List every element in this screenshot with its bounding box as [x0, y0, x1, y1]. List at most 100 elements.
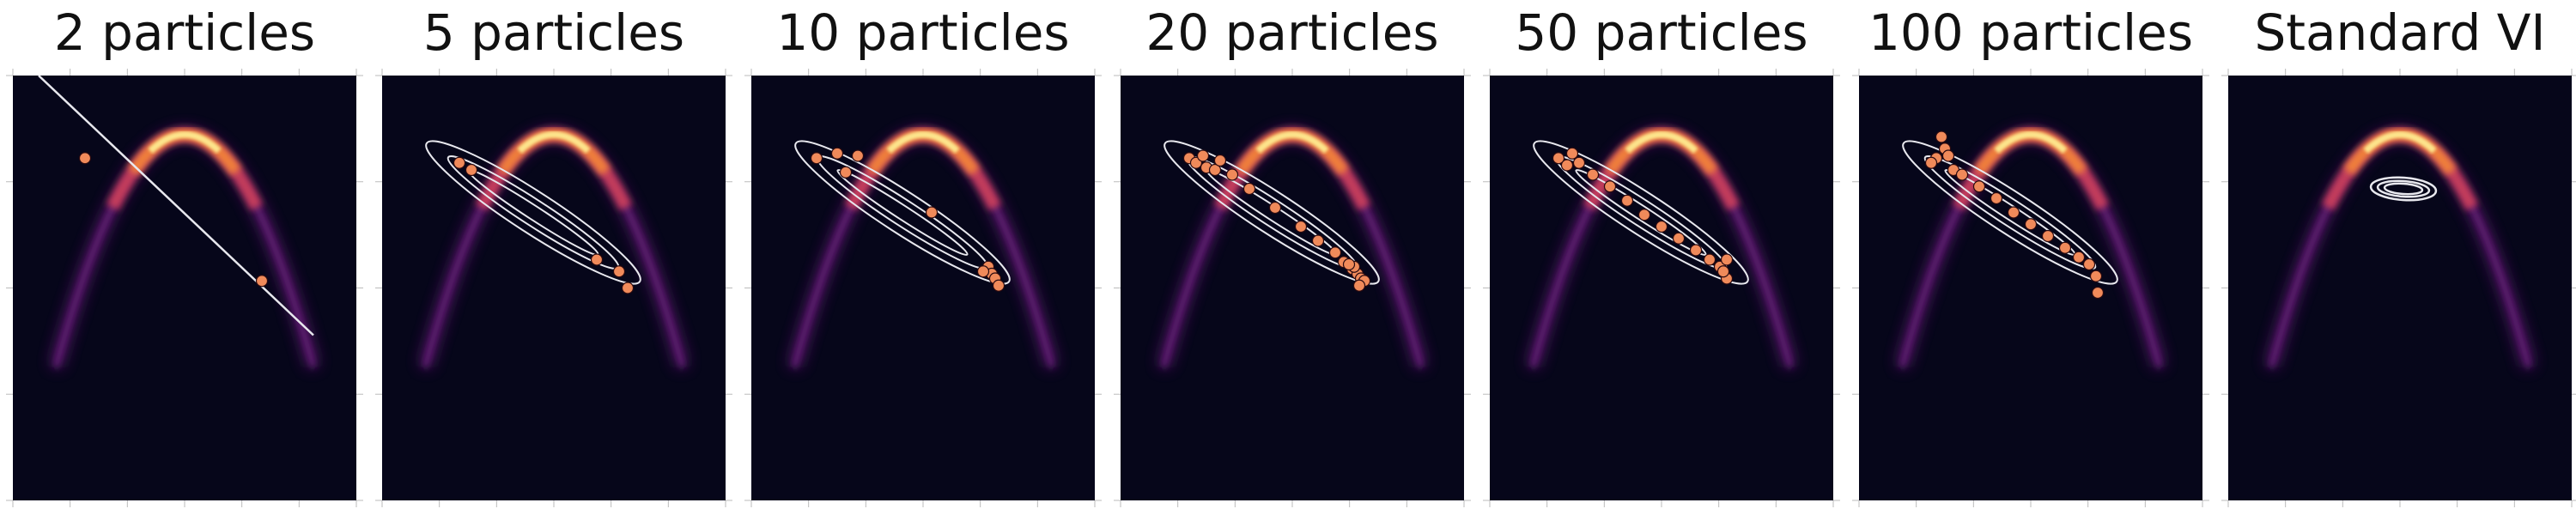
target-density	[2266, 127, 2534, 369]
particles	[453, 156, 635, 294]
panels: 2 particles 5 particles 10 particles 20 par…	[6, 3, 2576, 507]
panel-7: Standard VI	[2221, 3, 2576, 507]
plot-area	[1490, 76, 1833, 500]
particle-point	[1603, 180, 1617, 193]
particle-point	[465, 163, 478, 177]
particle-point	[976, 265, 990, 278]
particle-point	[2041, 229, 2055, 243]
particle-point	[810, 152, 823, 165]
particle-point	[1560, 159, 1574, 172]
particle-line	[38, 75, 314, 336]
particle-point	[1552, 152, 1565, 165]
particle-point	[78, 152, 92, 165]
panel-5: 50 particles	[1483, 3, 1840, 507]
particle-point	[1716, 265, 1730, 278]
particle-point	[839, 166, 853, 179]
target-density	[1897, 127, 2165, 369]
axis-ticks	[1852, 69, 2209, 507]
particles	[1552, 147, 1734, 285]
particle-point	[1637, 209, 1651, 221]
contour-ellipse	[2376, 179, 2431, 198]
variational-overlay	[1902, 140, 2118, 285]
particle-point	[925, 206, 939, 219]
contour-ellipse	[1902, 140, 2118, 285]
particle-point	[1720, 253, 1734, 266]
particles	[810, 147, 1005, 292]
particle-point	[1328, 246, 1342, 259]
target-density	[789, 127, 1057, 369]
plot-area	[1121, 76, 1464, 500]
contour-ellipse	[2369, 176, 2438, 202]
contour-ellipse	[425, 140, 641, 285]
particle-point	[2082, 258, 2096, 271]
axis-ticks	[375, 69, 732, 507]
variational-overlay	[1533, 140, 1749, 285]
contour-ellipse	[836, 169, 969, 256]
variational-overlay	[2369, 176, 2438, 202]
panel-2: 5 particles	[375, 3, 732, 507]
panel-title: 20 particles	[1145, 3, 1438, 62]
panel-4: 20 particles	[1114, 3, 1471, 507]
particle-point	[1703, 253, 1716, 266]
plot-area	[13, 76, 356, 500]
particle-point	[2007, 206, 2020, 219]
panel-title: 50 particles	[1515, 3, 1807, 62]
particle-point	[1924, 156, 1938, 169]
axis-ticks	[2221, 69, 2576, 507]
particle-point	[255, 275, 269, 288]
contour-ellipse	[1533, 140, 1749, 285]
particle-point	[830, 147, 844, 160]
particle-point	[1311, 234, 1325, 247]
contour-ellipse	[1923, 155, 2097, 270]
particle-point	[1294, 220, 1308, 233]
particle-point	[621, 282, 635, 294]
particle-point	[851, 149, 865, 162]
particle-point	[1565, 147, 1579, 160]
panel-6: 100 particles	[1852, 3, 2209, 507]
particle-point	[1572, 156, 1586, 169]
panel-title: 100 particles	[1868, 3, 2193, 62]
particle-point	[2072, 251, 2086, 264]
particle-point	[1689, 244, 1703, 257]
panel-3: 10 particles	[744, 3, 1102, 507]
contour-ellipse	[1575, 169, 1707, 256]
particle-point	[1972, 180, 1986, 193]
axis-ticks	[6, 69, 363, 507]
particle-point	[1672, 232, 1686, 245]
target-density	[420, 127, 688, 369]
target-density	[1158, 127, 1426, 369]
particle-point	[612, 265, 626, 278]
particle-point	[1935, 130, 1948, 143]
plot-area	[1859, 76, 2202, 500]
particle-point	[1586, 168, 1600, 181]
panel-title: 5 particles	[423, 3, 684, 62]
panel-1: 2 particles	[6, 3, 363, 507]
plot-area	[2228, 76, 2572, 500]
particle-point	[1213, 154, 1227, 167]
panel-title: 10 particles	[776, 3, 1069, 62]
particle-point	[1342, 258, 1356, 271]
particle-point	[1990, 191, 2003, 205]
particle-point	[1225, 168, 1239, 181]
contour-ellipse	[794, 140, 1011, 285]
particle-point	[1655, 220, 1668, 233]
contour-ellipse	[2383, 182, 2424, 196]
axis-ticks	[744, 69, 1102, 507]
axis-ticks	[1114, 69, 1471, 507]
particle-point	[2089, 270, 2103, 282]
particle-point	[1941, 149, 1955, 162]
particle-point	[590, 253, 604, 266]
plot-area	[382, 76, 726, 500]
particle-point	[1268, 201, 1282, 215]
contour-ellipse	[1163, 140, 1380, 285]
particle-point	[2024, 218, 2038, 231]
particle-point	[1620, 194, 1634, 207]
particle-point	[2091, 286, 2105, 300]
panel-title: Standard VI	[2254, 3, 2545, 62]
particle-point	[1208, 163, 1222, 177]
particles	[1182, 149, 1371, 292]
axis-ticks	[1483, 69, 1840, 507]
target-density	[1528, 127, 1795, 369]
particle-point	[1196, 149, 1210, 162]
